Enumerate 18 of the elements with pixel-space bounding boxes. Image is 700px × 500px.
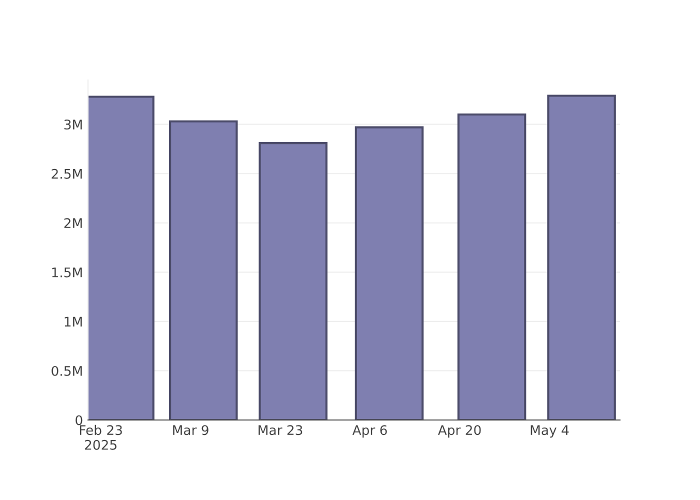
x-tick-label: Apr 6 <box>352 425 387 438</box>
y-tick-label: 0.5M <box>52 366 82 376</box>
bar <box>354 126 424 420</box>
y-tick-label: 3M <box>64 120 82 130</box>
bar <box>457 113 526 420</box>
y-tick-label: 0 <box>76 415 82 426</box>
y-tick-label: 2.5M <box>52 168 82 179</box>
x-tick-label: May 4 <box>530 425 569 438</box>
x-tick-label: Mar 23 <box>258 425 302 436</box>
y-tick-label: 1M <box>64 316 82 326</box>
bar <box>258 142 328 420</box>
y-tick-label: 2M <box>64 218 82 228</box>
bar <box>547 94 616 420</box>
bar <box>169 120 238 420</box>
y-tick-label: 1.5M <box>52 268 82 278</box>
x-tick-label: Apr 20 <box>438 425 481 438</box>
x-tick-label: Mar 9 <box>173 425 208 436</box>
x-tick-label: Feb 23 2025 <box>80 424 122 450</box>
